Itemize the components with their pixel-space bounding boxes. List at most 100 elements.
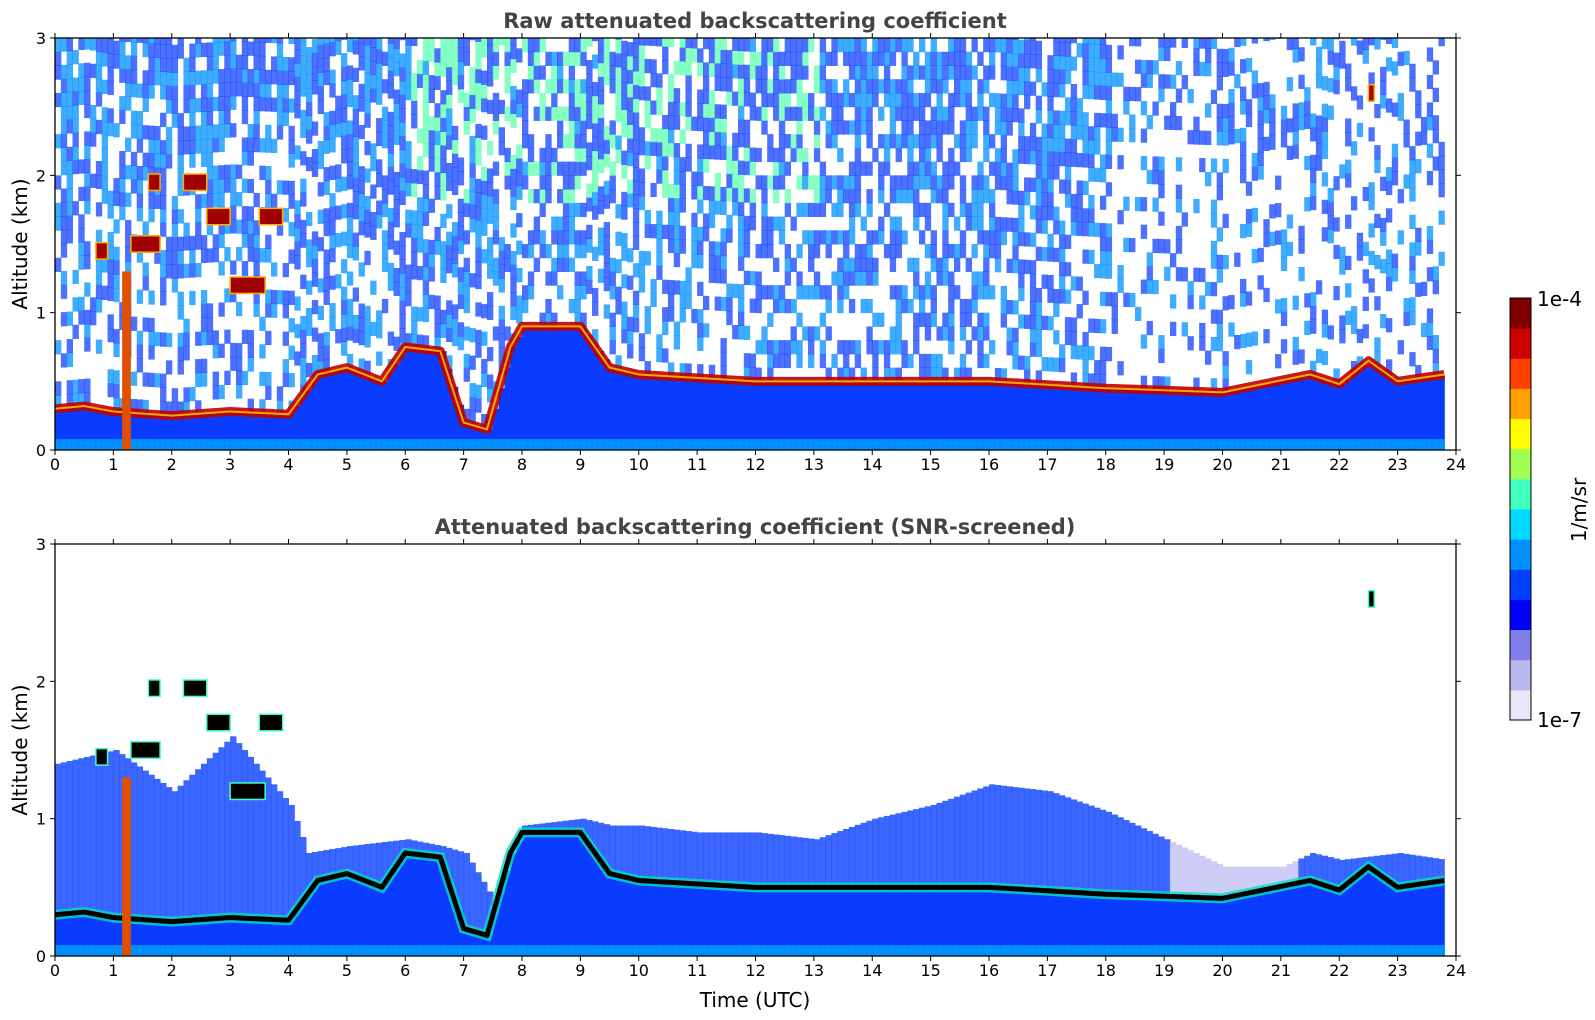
x-tick-label: 8 (517, 961, 527, 980)
cloud-mark (182, 173, 208, 192)
panel-raw-title: Raw attenuated backscattering coefficien… (503, 9, 1007, 33)
x-tick-label: 3 (225, 961, 235, 980)
panel-screened-heatmap (55, 589, 1446, 956)
colorbar-band (1510, 298, 1531, 329)
panel-raw-y-axis: 0 1 2 3 (36, 29, 1461, 460)
x-tick-label: 24 (1446, 961, 1466, 980)
colorbar-max-label: 1e-4 (1537, 287, 1582, 311)
x-tick-label: 12 (745, 455, 765, 474)
panel-screened-title: Attenuated backscattering coefficient (S… (435, 515, 1076, 539)
colorbar-frame (1509, 297, 1532, 721)
cloud-mark (147, 173, 161, 192)
x-tick-label: 16 (979, 961, 999, 980)
x-tick-label: 11 (687, 961, 707, 980)
x-tick-label: 10 (629, 961, 649, 980)
cloud-mark (206, 207, 231, 226)
x-tick-label: 15 (920, 455, 940, 474)
x-tick-label: 18 (1096, 961, 1116, 980)
x-tick-label: 7 (459, 455, 469, 474)
panel-screened-ylabel: Altitude (km) (8, 684, 32, 815)
x-tick-label: 12 (745, 961, 765, 980)
x-axis-label: Time (UTC) (699, 988, 811, 1012)
x-tick-label: 19 (1154, 961, 1174, 980)
x-tick-label: 15 (920, 961, 940, 980)
cloud-mark (258, 713, 284, 732)
cloud-mark (147, 679, 161, 698)
cloud-mark (95, 241, 109, 260)
cloud-mark (258, 207, 284, 226)
x-tick-label: 0 (50, 961, 60, 980)
panel-screened-x-axis: 0 1 2 3 4 5 6 7 8 9 10 11 12 13 14 15 16 17 18 19 20 21 22 23 24 (50, 539, 1466, 980)
x-tick-label: 4 (283, 455, 293, 474)
cloud-mark (95, 747, 109, 766)
x-tick-label: 1 (108, 455, 118, 474)
x-tick-label: 13 (804, 961, 824, 980)
panel-raw-x-axis: 0 1 2 3 4 5 6 7 8 9 10 11 12 13 14 15 16 17 18 19 20 21 22 23 24 (50, 33, 1466, 474)
x-tick-label: 2 (167, 961, 177, 980)
colorbar-min-label: 1e-7 (1537, 708, 1582, 732)
y-tick-label: 3 (36, 535, 46, 554)
colorbar-band (1510, 689, 1531, 721)
x-tick-label: 10 (629, 455, 649, 474)
x-tick-label: 22 (1329, 961, 1349, 980)
cloud-mark (130, 741, 161, 759)
y-tick-label: 1 (36, 304, 46, 323)
colorbar-band (1510, 509, 1531, 540)
cloud-mark (229, 276, 266, 295)
cloud-mark (182, 679, 208, 698)
colorbar-band (1510, 629, 1531, 661)
x-tick-label: 5 (342, 455, 352, 474)
x-tick-label: 9 (575, 455, 585, 474)
colorbar-band (1510, 388, 1531, 420)
panel-screened: Attenuated backscattering coefficient (S… (8, 515, 1466, 1012)
x-tick-label: 23 (1387, 961, 1407, 980)
colorbar-band (1510, 478, 1531, 510)
panel-screened-y-axis: 0 1 2 3 (36, 535, 1461, 966)
colorbar-band (1510, 448, 1531, 480)
panel-raw-ylabel: Altitude (km) (8, 178, 32, 309)
colorbar-band (1510, 539, 1531, 570)
x-tick-label: 0 (50, 455, 60, 474)
x-tick-label: 23 (1387, 455, 1407, 474)
x-tick-label: 18 (1096, 455, 1116, 474)
y-tick-label: 0 (36, 441, 46, 460)
x-tick-label: 20 (1212, 455, 1232, 474)
x-tick-label: 9 (575, 961, 585, 980)
x-tick-label: 11 (687, 455, 707, 474)
x-tick-label: 14 (862, 961, 882, 980)
x-tick-label: 19 (1154, 455, 1174, 474)
x-tick-label: 8 (517, 455, 527, 474)
x-tick-label: 13 (804, 455, 824, 474)
cloud-mark (130, 235, 161, 253)
colorbar: 1e-4 1e-7 1/m/sr (1509, 287, 1591, 732)
colorbar-band (1510, 328, 1531, 359)
panel-raw-heatmap (55, 38, 1445, 450)
x-tick-label: 21 (1271, 961, 1291, 980)
x-tick-label: 14 (862, 455, 882, 474)
x-tick-label: 6 (400, 961, 410, 980)
precip-column (122, 271, 131, 450)
precip-column (122, 777, 131, 956)
x-tick-label: 16 (979, 455, 999, 474)
y-tick-label: 3 (36, 29, 46, 48)
y-tick-label: 2 (36, 166, 46, 185)
x-tick-label: 17 (1037, 961, 1057, 980)
x-tick-label: 1 (108, 961, 118, 980)
y-tick-label: 1 (36, 810, 46, 829)
x-tick-label: 17 (1037, 455, 1057, 474)
y-tick-label: 2 (36, 672, 46, 691)
x-tick-label: 21 (1271, 455, 1291, 474)
cloud-mark (1367, 83, 1376, 102)
x-tick-label: 7 (459, 961, 469, 980)
x-tick-label: 4 (283, 961, 293, 980)
colorbar-band (1510, 659, 1531, 691)
colorbar-band (1510, 418, 1531, 450)
x-tick-label: 5 (342, 961, 352, 980)
x-tick-label: 6 (400, 455, 410, 474)
x-tick-label: 2 (167, 455, 177, 474)
colorbar-bands (1510, 298, 1531, 721)
y-tick-label: 0 (36, 947, 46, 966)
cloud-mark (1367, 589, 1376, 608)
colorbar-band (1510, 358, 1531, 389)
